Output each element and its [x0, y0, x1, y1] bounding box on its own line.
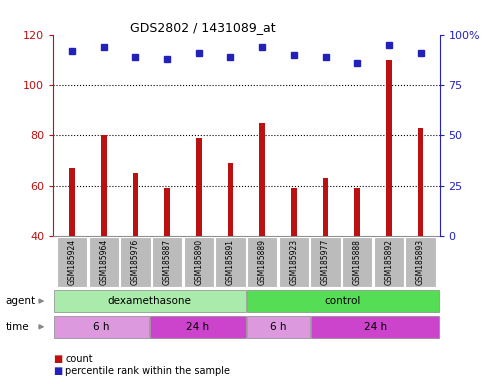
Text: 6 h: 6 h: [270, 322, 287, 332]
Text: GSM185924: GSM185924: [68, 239, 77, 285]
Text: percentile rank within the sample: percentile rank within the sample: [65, 366, 230, 376]
Text: GSM185964: GSM185964: [99, 239, 108, 285]
Bar: [164, 188, 170, 236]
Text: agent: agent: [6, 296, 36, 306]
Text: count: count: [65, 354, 93, 364]
Bar: [374, 237, 404, 288]
Text: GSM185977: GSM185977: [321, 239, 330, 285]
Bar: [101, 136, 107, 236]
Bar: [57, 237, 87, 288]
Bar: [54, 290, 246, 312]
Bar: [69, 168, 75, 236]
Bar: [323, 178, 328, 236]
Text: ■: ■: [53, 366, 62, 376]
Bar: [355, 188, 360, 236]
Text: GSM185891: GSM185891: [226, 239, 235, 285]
Text: GSM185890: GSM185890: [194, 239, 203, 285]
Bar: [310, 237, 341, 288]
Text: 24 h: 24 h: [186, 322, 210, 332]
Bar: [342, 237, 372, 288]
Text: time: time: [6, 322, 29, 332]
Bar: [133, 173, 138, 236]
Bar: [88, 237, 119, 288]
Text: 24 h: 24 h: [364, 322, 387, 332]
Bar: [386, 60, 392, 236]
Bar: [247, 316, 310, 338]
Text: GSM185923: GSM185923: [289, 239, 298, 285]
Text: 6 h: 6 h: [93, 322, 110, 332]
Bar: [152, 237, 183, 288]
Text: GDS2802 / 1431089_at: GDS2802 / 1431089_at: [130, 21, 276, 34]
Bar: [247, 290, 439, 312]
Bar: [405, 237, 436, 288]
Bar: [312, 316, 439, 338]
Text: GSM185976: GSM185976: [131, 239, 140, 285]
Bar: [279, 237, 309, 288]
Text: GSM185893: GSM185893: [416, 239, 425, 285]
Text: control: control: [325, 296, 361, 306]
Text: ■: ■: [53, 354, 62, 364]
Bar: [120, 237, 151, 288]
Bar: [259, 123, 265, 236]
Bar: [150, 316, 246, 338]
Bar: [196, 138, 202, 236]
Text: GSM185888: GSM185888: [353, 239, 362, 285]
Bar: [54, 316, 149, 338]
Text: dexamethasone: dexamethasone: [108, 296, 192, 306]
Bar: [418, 128, 424, 236]
Text: GSM185887: GSM185887: [163, 239, 171, 285]
Text: GSM185892: GSM185892: [384, 239, 393, 285]
Text: GSM185889: GSM185889: [257, 239, 267, 285]
Bar: [291, 188, 297, 236]
Bar: [247, 237, 277, 288]
Bar: [227, 163, 233, 236]
Bar: [215, 237, 246, 288]
Bar: [184, 237, 214, 288]
